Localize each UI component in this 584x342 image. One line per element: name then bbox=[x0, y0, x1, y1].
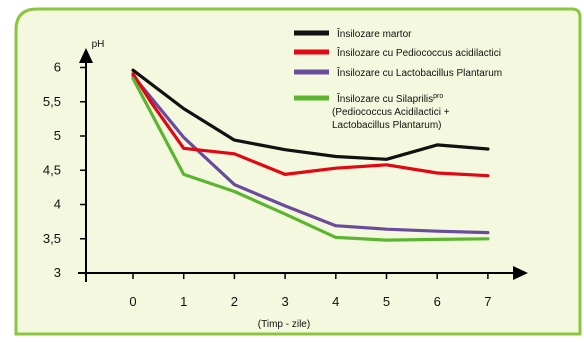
axes: 3 3,5 4 4,5 5 5,5 6 0 1 2 3 4 5 6 7 pH (Timp - zile) bbox=[43, 39, 528, 330]
y-tick-label: 6 bbox=[54, 60, 61, 75]
x-tick-label: 5 bbox=[383, 294, 390, 309]
x-tick-label: 7 bbox=[484, 294, 491, 309]
legend-label-4-line3: Lactobacillus Plantarum) bbox=[332, 120, 442, 131]
series-layer bbox=[131, 68, 490, 242]
y-axis-title: pH bbox=[92, 39, 105, 50]
x-tick-label: 1 bbox=[180, 294, 187, 309]
x-tick-label: 0 bbox=[129, 294, 136, 309]
series-line-3 bbox=[131, 74, 490, 235]
legend-label-1: Însilozare martor bbox=[336, 27, 412, 40]
y-axis-arrow bbox=[79, 48, 93, 63]
x-axis-title: (Timp - zile) bbox=[258, 319, 310, 330]
legend-label-3: Însilozare cu Lactobacillus Plantarum bbox=[336, 66, 502, 79]
x-tick-label: 6 bbox=[434, 294, 441, 309]
legend-label-2: Însilozare cu Pediococcus acidilactici bbox=[336, 46, 501, 59]
y-tick-label: 3 bbox=[54, 265, 61, 280]
series-line-4 bbox=[131, 76, 490, 242]
x-axis-arrow bbox=[513, 266, 528, 280]
y-tick-label: 4 bbox=[54, 197, 61, 212]
y-tick-label: 4,5 bbox=[43, 162, 61, 177]
legend-label-4-line2: (Pediococcus Acidilactici + bbox=[332, 107, 450, 118]
y-tick-label: 3,5 bbox=[43, 231, 61, 246]
y-tick-label: 5 bbox=[54, 128, 61, 143]
x-tick-label: 2 bbox=[231, 294, 238, 309]
x-tick-label: 4 bbox=[332, 294, 339, 309]
legend-label-4: Însilozare cu Silaprilispro bbox=[336, 92, 443, 105]
series-line-1 bbox=[131, 68, 490, 161]
legend: Însilozare martor Însilozare cu Pediococc… bbox=[294, 27, 502, 131]
y-tick-label: 5,5 bbox=[43, 94, 61, 109]
x-tick-label: 3 bbox=[281, 294, 288, 309]
series-line-2 bbox=[131, 72, 490, 178]
